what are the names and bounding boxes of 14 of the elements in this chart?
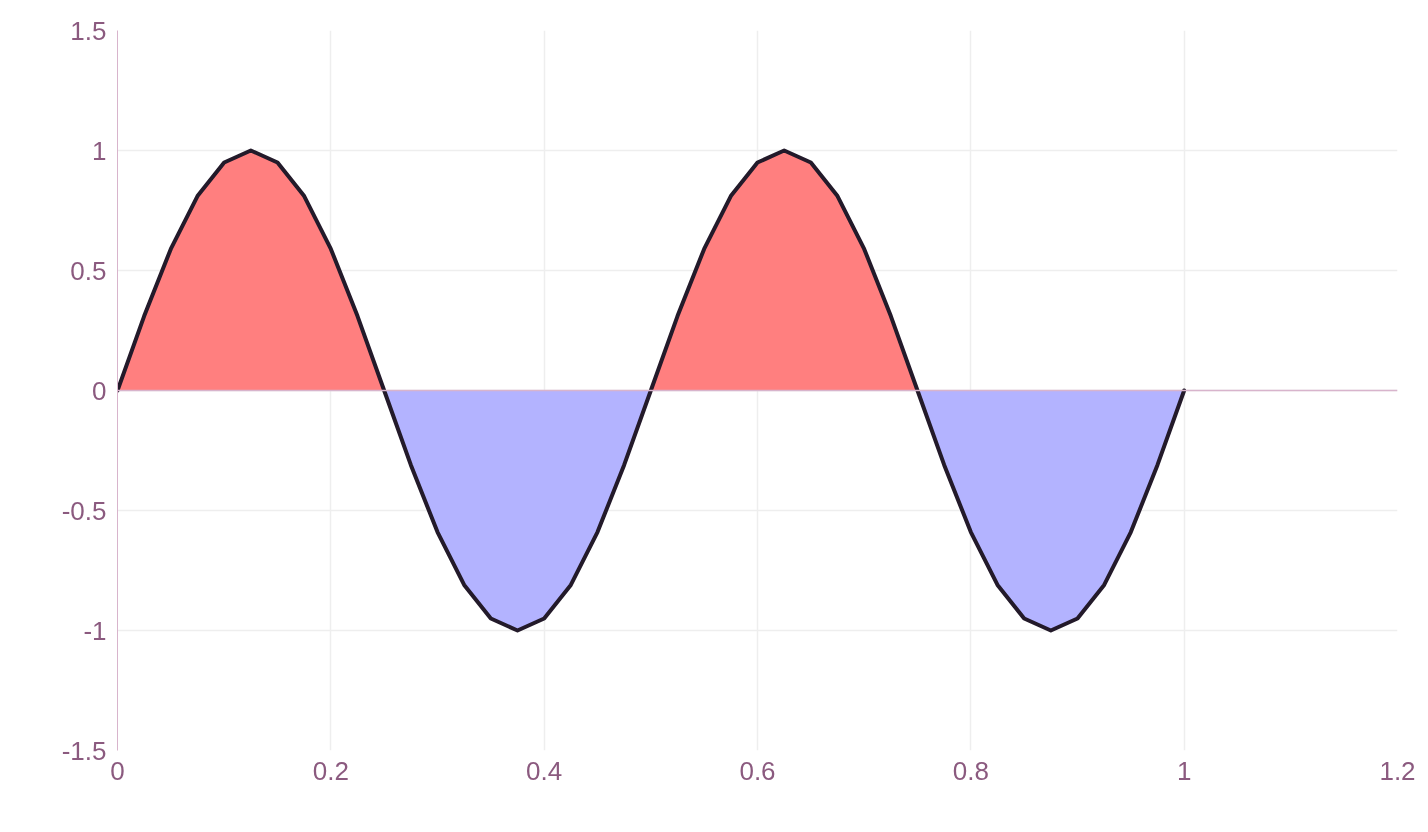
y-tick-label: -1.5 [61,735,107,766]
x-tick-label: 0.4 [526,755,563,786]
x-tick-label: 0.8 [952,755,989,786]
y-tick-label: -0.5 [61,495,107,526]
y-tick-label: 1 [92,135,107,166]
y-tick-label: 1.5 [70,15,107,46]
x-tick-label: 1 [1176,755,1192,786]
y-tick-label: 0 [92,375,107,406]
x-tick-label: 0.2 [312,755,349,786]
x-tick-label: 0.6 [739,755,776,786]
line-series [117,148,1187,633]
y-tick-label: 0.5 [70,255,107,286]
y-tick-label: -1 [83,615,107,646]
x-tick-label: 1.2 [1379,755,1416,786]
